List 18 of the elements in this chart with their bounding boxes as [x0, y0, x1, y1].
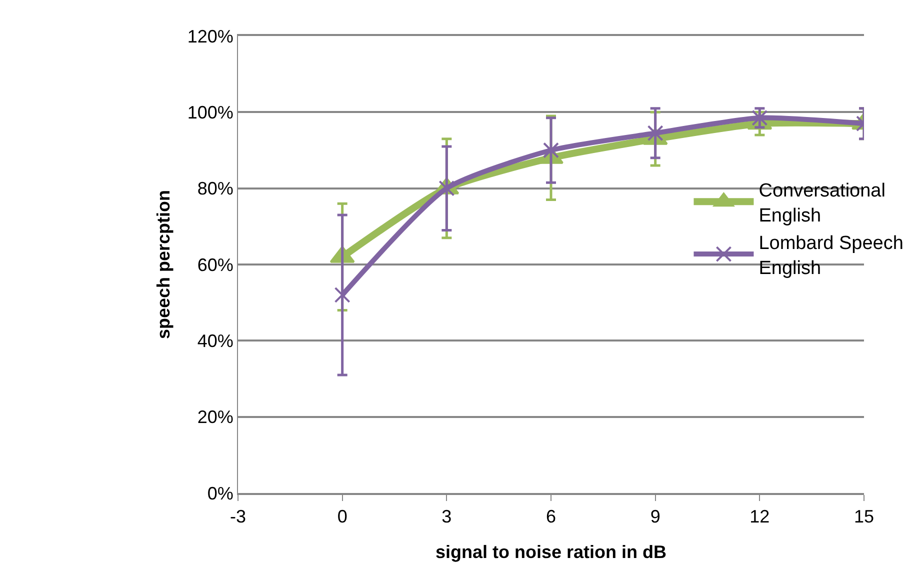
legend-label: Lombard Speech English — [758, 233, 904, 279]
x-tick-label: 12 — [750, 506, 770, 526]
x-tick-label: 3 — [442, 506, 452, 526]
x-tick-label: 6 — [546, 506, 556, 526]
y-tick-label: 0% — [207, 483, 234, 504]
y-tick-label: 100% — [187, 102, 234, 122]
x-tick-label: 15 — [854, 506, 874, 526]
y-tick-label: 40% — [197, 330, 234, 351]
x-tick-label: 0 — [337, 506, 348, 526]
y-axis-title: speech percption — [154, 190, 174, 340]
y-tick-label: 20% — [197, 407, 234, 428]
y-tick-label: 80% — [197, 178, 234, 199]
x-tick-label: 9 — [650, 506, 660, 526]
y-tick-label: 120% — [187, 26, 234, 46]
x-axis-title: signal to noise ration in dB — [435, 542, 667, 562]
y-tick-label: 60% — [197, 254, 234, 275]
legend-label: Conversational English — [758, 180, 886, 226]
x-tick-label: -3 — [230, 506, 246, 526]
